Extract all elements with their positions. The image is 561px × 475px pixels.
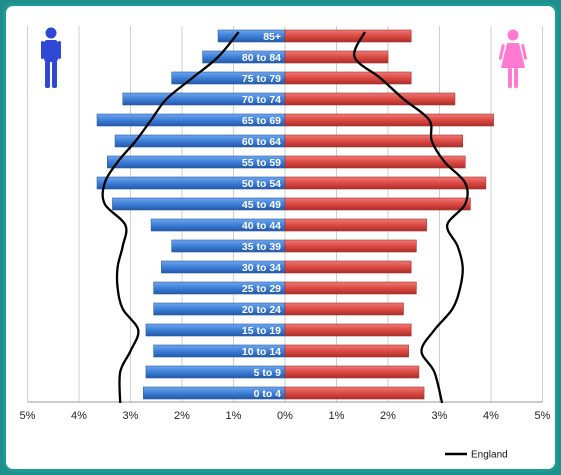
legend: England bbox=[445, 450, 508, 461]
category-label: 30 to 34 bbox=[242, 262, 281, 274]
x-tick-label: 5% bbox=[535, 410, 551, 422]
category-label: 50 to 54 bbox=[242, 178, 281, 190]
x-tick-label: 0% bbox=[277, 410, 293, 422]
bars bbox=[96, 29, 494, 400]
category-label: 80 to 84 bbox=[242, 52, 281, 64]
england-line-male bbox=[101, 31, 240, 404]
chart-frame: 5% 4% 3% 2% 1% 0% 1% 2% 3% 4% 5% 0 to 4 5 to 9 10 to… bbox=[3, 3, 558, 472]
category-label: 0 to 4 bbox=[254, 388, 282, 400]
legend-label-england: England bbox=[471, 450, 508, 461]
x-tick-label: 2% bbox=[380, 410, 396, 422]
x-tick-label: 1% bbox=[329, 410, 345, 422]
x-tick-label: 3% bbox=[123, 410, 139, 422]
x-tick-label: 5% bbox=[20, 410, 36, 422]
bar-female bbox=[284, 29, 412, 43]
bar-female bbox=[284, 50, 389, 64]
bar-female bbox=[284, 302, 404, 316]
bar-female bbox=[284, 260, 412, 274]
category-label: 15 to 19 bbox=[242, 325, 281, 337]
x-tick-label: 2% bbox=[174, 410, 190, 422]
category-label: 60 to 64 bbox=[242, 136, 281, 148]
bar-female bbox=[284, 386, 425, 400]
x-tick-labels: 5% 4% 3% 2% 1% 0% 1% 2% 3% 4% 5% bbox=[20, 410, 551, 422]
bar-female bbox=[284, 155, 466, 169]
category-label: 20 to 24 bbox=[242, 304, 281, 316]
category-label: 75 to 79 bbox=[242, 73, 281, 85]
x-tick-label: 4% bbox=[71, 410, 87, 422]
bar-female bbox=[284, 134, 463, 148]
category-label: 10 to 14 bbox=[242, 346, 281, 358]
x-tick-label: 1% bbox=[226, 410, 242, 422]
bar-female bbox=[284, 239, 417, 253]
grid bbox=[27, 26, 543, 403]
category-label: 35 to 39 bbox=[242, 241, 281, 253]
category-label: 45 to 49 bbox=[242, 199, 281, 211]
population-pyramid-chart: 5% 4% 3% 2% 1% 0% 1% 2% 3% 4% 5% 0 to 4 5 to 9 10 to… bbox=[20, 26, 551, 461]
category-label: 85+ bbox=[263, 31, 281, 43]
category-label: 70 to 74 bbox=[242, 94, 281, 106]
bar-female bbox=[284, 71, 412, 85]
category-labels: 0 to 4 5 to 9 10 to 14 15 to 19 20 to 24 25 t… bbox=[242, 31, 281, 400]
male-figure-icon bbox=[41, 27, 61, 88]
category-label: 40 to 44 bbox=[242, 220, 281, 232]
bar-female bbox=[284, 323, 412, 337]
bar-female bbox=[284, 92, 456, 106]
bar-female bbox=[284, 113, 494, 127]
england-lines bbox=[101, 31, 469, 404]
category-label: 65 to 69 bbox=[242, 115, 281, 127]
england-line-female bbox=[353, 31, 469, 404]
x-tick-label: 4% bbox=[483, 410, 499, 422]
category-label: 55 to 59 bbox=[242, 157, 281, 169]
bar-female bbox=[284, 344, 409, 358]
bar-female bbox=[284, 197, 471, 211]
category-label: 5 to 9 bbox=[254, 367, 282, 379]
bar-female bbox=[284, 365, 420, 379]
bar-female bbox=[284, 176, 487, 190]
bar-female bbox=[284, 281, 417, 295]
female-figure-icon bbox=[498, 29, 528, 88]
x-tick-label: 3% bbox=[432, 410, 448, 422]
bar-female bbox=[284, 218, 427, 232]
category-label: 25 to 29 bbox=[242, 283, 281, 295]
